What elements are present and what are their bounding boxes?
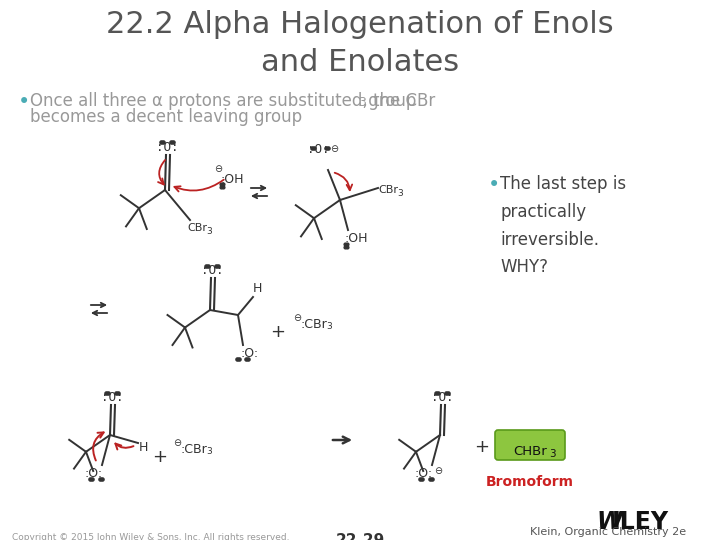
Text: 3: 3 bbox=[358, 96, 366, 109]
Text: CBr: CBr bbox=[378, 185, 398, 195]
Text: H: H bbox=[139, 441, 148, 454]
Text: ⊖: ⊖ bbox=[293, 313, 301, 323]
Text: :O:: :O: bbox=[101, 391, 123, 404]
Text: 3: 3 bbox=[206, 447, 212, 456]
Text: :O:: :O: bbox=[307, 143, 329, 156]
Text: •: • bbox=[488, 175, 500, 195]
Text: and Enolates: and Enolates bbox=[261, 48, 459, 77]
Text: :O:: :O: bbox=[415, 467, 433, 480]
Text: :O:: :O: bbox=[201, 264, 223, 277]
Text: •: • bbox=[18, 92, 30, 112]
Text: :CBr: :CBr bbox=[181, 443, 208, 456]
Text: +: + bbox=[271, 323, 286, 341]
Text: CBr: CBr bbox=[187, 223, 207, 233]
Text: :O:: :O: bbox=[240, 347, 258, 360]
Text: CHBr: CHBr bbox=[513, 445, 547, 458]
Text: The last step is
practically
irreversible.
WHY?: The last step is practically irreversibl… bbox=[500, 175, 626, 276]
Text: 3: 3 bbox=[206, 227, 212, 236]
Text: ⊖: ⊖ bbox=[434, 466, 442, 476]
Text: ⊖: ⊖ bbox=[330, 144, 338, 154]
Text: +: + bbox=[153, 448, 168, 466]
Text: :O:: :O: bbox=[431, 391, 454, 404]
Text: 22.2 Alpha Halogenation of Enols: 22.2 Alpha Halogenation of Enols bbox=[106, 10, 614, 39]
Text: :O:: :O: bbox=[85, 467, 103, 480]
Text: 3: 3 bbox=[397, 189, 402, 198]
Text: +: + bbox=[474, 438, 490, 456]
Text: H: H bbox=[253, 282, 262, 295]
Text: :CBr: :CBr bbox=[301, 318, 328, 331]
Text: :O:: :O: bbox=[156, 141, 179, 154]
Text: group: group bbox=[363, 92, 416, 110]
Text: :OH: :OH bbox=[220, 173, 243, 186]
Text: Klein, Organic Chemistry 2e: Klein, Organic Chemistry 2e bbox=[530, 527, 686, 537]
Text: Once all three α protons are substituted, the CBr: Once all three α protons are substituted… bbox=[30, 92, 436, 110]
Text: Copyright © 2015 John Wiley & Sons, Inc. All rights reserved.: Copyright © 2015 John Wiley & Sons, Inc.… bbox=[12, 533, 289, 540]
FancyBboxPatch shape bbox=[495, 430, 565, 460]
Text: :OH: :OH bbox=[344, 232, 367, 245]
Text: 22-29: 22-29 bbox=[336, 533, 384, 540]
Text: ILEY: ILEY bbox=[612, 510, 669, 534]
Text: becomes a decent leaving group: becomes a decent leaving group bbox=[30, 108, 302, 126]
Text: 3: 3 bbox=[326, 322, 332, 331]
Text: 3: 3 bbox=[549, 449, 556, 459]
Text: Bromoform: Bromoform bbox=[486, 475, 574, 489]
Text: ⊖: ⊖ bbox=[214, 164, 222, 174]
Text: ⊖: ⊖ bbox=[173, 438, 181, 448]
Text: W: W bbox=[596, 510, 622, 534]
